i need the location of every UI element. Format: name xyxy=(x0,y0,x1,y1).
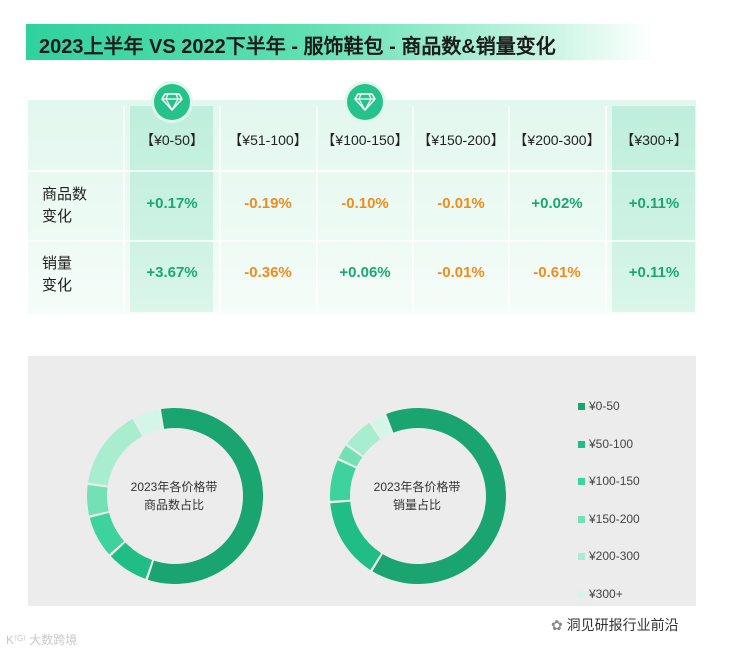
donut-slice-3 xyxy=(89,512,125,555)
legend-swatch xyxy=(578,515,585,523)
donut-slice-1 xyxy=(147,408,263,584)
highlight-column xyxy=(612,106,695,312)
legend-item: ¥300+ xyxy=(578,586,678,602)
column-divider xyxy=(508,106,510,312)
legend-label: ¥50-100 xyxy=(589,436,634,451)
donut-slice-4 xyxy=(87,484,109,516)
column-divider xyxy=(605,106,607,312)
donut-slice-3 xyxy=(330,460,356,501)
legend-swatch xyxy=(578,440,585,448)
donut-center-label-product-count: 2023年各价格带 商品数占比 xyxy=(130,480,218,512)
legend-swatch xyxy=(578,590,585,598)
wechat-icon: ✿ xyxy=(551,617,567,633)
change-value: +0.17% xyxy=(146,195,198,212)
legend-label: ¥200-300 xyxy=(589,549,640,563)
column-header: 【¥100-150】 xyxy=(321,132,409,148)
donut-slice-2 xyxy=(110,542,153,579)
legend-swatch xyxy=(578,478,585,485)
donut-slice-1 xyxy=(372,408,507,584)
change-value: -0.61% xyxy=(533,264,581,281)
donut-center-label-sales: 2023年各价格带 销量占比 xyxy=(373,480,461,512)
legend-item: ¥150-200 xyxy=(578,511,678,527)
watermark-right-text: 洞见研报行业前沿 xyxy=(566,617,679,633)
row-label: 商品数 变化 xyxy=(42,186,88,225)
change-value: -0.10% xyxy=(341,195,389,212)
donut-slice-6 xyxy=(371,414,392,439)
change-table: 【¥0-50】 【¥51-100】 【¥100-150】 【¥150-200】 【¥20… xyxy=(28,100,696,314)
row-divider xyxy=(28,170,696,172)
donut-slice-4 xyxy=(338,445,363,467)
column-divider xyxy=(316,106,318,312)
diamond-icon xyxy=(347,84,383,120)
change-value: -0.19% xyxy=(244,195,292,212)
column-header: 【¥300+】 xyxy=(620,132,688,148)
watermark-right: ✿ 洞见研报行业前沿 xyxy=(551,615,679,635)
donut-charts xyxy=(87,408,507,584)
donut-slice-5 xyxy=(347,422,381,456)
diamond-icon xyxy=(154,84,190,120)
legend-item: ¥200-300 xyxy=(578,548,678,564)
legend-item: ¥0-50 xyxy=(578,398,678,414)
column-divider xyxy=(219,106,221,312)
column-header: 【¥51-100】 xyxy=(228,132,308,148)
watermark-logo-icon: K⁽ᴳ⁾ xyxy=(6,633,30,647)
row-divider xyxy=(28,240,696,242)
highlight-column xyxy=(130,106,213,312)
title-banner: 2023上半年 VS 2022下半年 - 服饰鞋包 - 商品数&销量变化 xyxy=(26,24,654,60)
legend-item: ¥100-150 xyxy=(578,473,678,489)
legend-label: ¥0-50 xyxy=(589,399,620,413)
watermark-left: K⁽ᴳ⁾ 大数跨境 xyxy=(6,631,77,648)
column-divider xyxy=(412,106,414,312)
legend-item: ¥50-100 xyxy=(578,436,678,452)
donut-slice-6 xyxy=(134,409,163,436)
change-value: +0.02% xyxy=(531,195,583,212)
change-value: -0.01% xyxy=(437,195,485,212)
watermark-left-text: 大数跨境 xyxy=(29,633,78,647)
column-header: 【¥0-50】 xyxy=(140,132,204,148)
legend-label: ¥100-150 xyxy=(589,474,640,488)
change-value: +0.06% xyxy=(339,264,391,281)
legend-label: ¥150-200 xyxy=(589,511,640,526)
column-divider xyxy=(123,106,125,312)
change-value: +0.11% xyxy=(628,195,680,212)
change-value: -0.01% xyxy=(437,264,485,281)
legend-swatch xyxy=(578,403,585,410)
column-header: 【¥200-300】 xyxy=(513,132,601,148)
donut-slice-2 xyxy=(330,501,382,570)
page-title: 2023上半年 VS 2022下半年 - 服饰鞋包 - 商品数&销量变化 xyxy=(39,36,556,58)
column-header: 【¥150-200】 xyxy=(417,132,505,148)
change-value: -0.36% xyxy=(244,264,292,281)
legend-swatch xyxy=(578,553,585,560)
change-value: +3.67% xyxy=(146,264,198,281)
donut-slice-5 xyxy=(88,418,143,486)
row-label: 销量 变化 xyxy=(42,255,73,294)
change-value: +0.11% xyxy=(628,264,680,281)
legend-label: ¥300+ xyxy=(589,586,623,601)
